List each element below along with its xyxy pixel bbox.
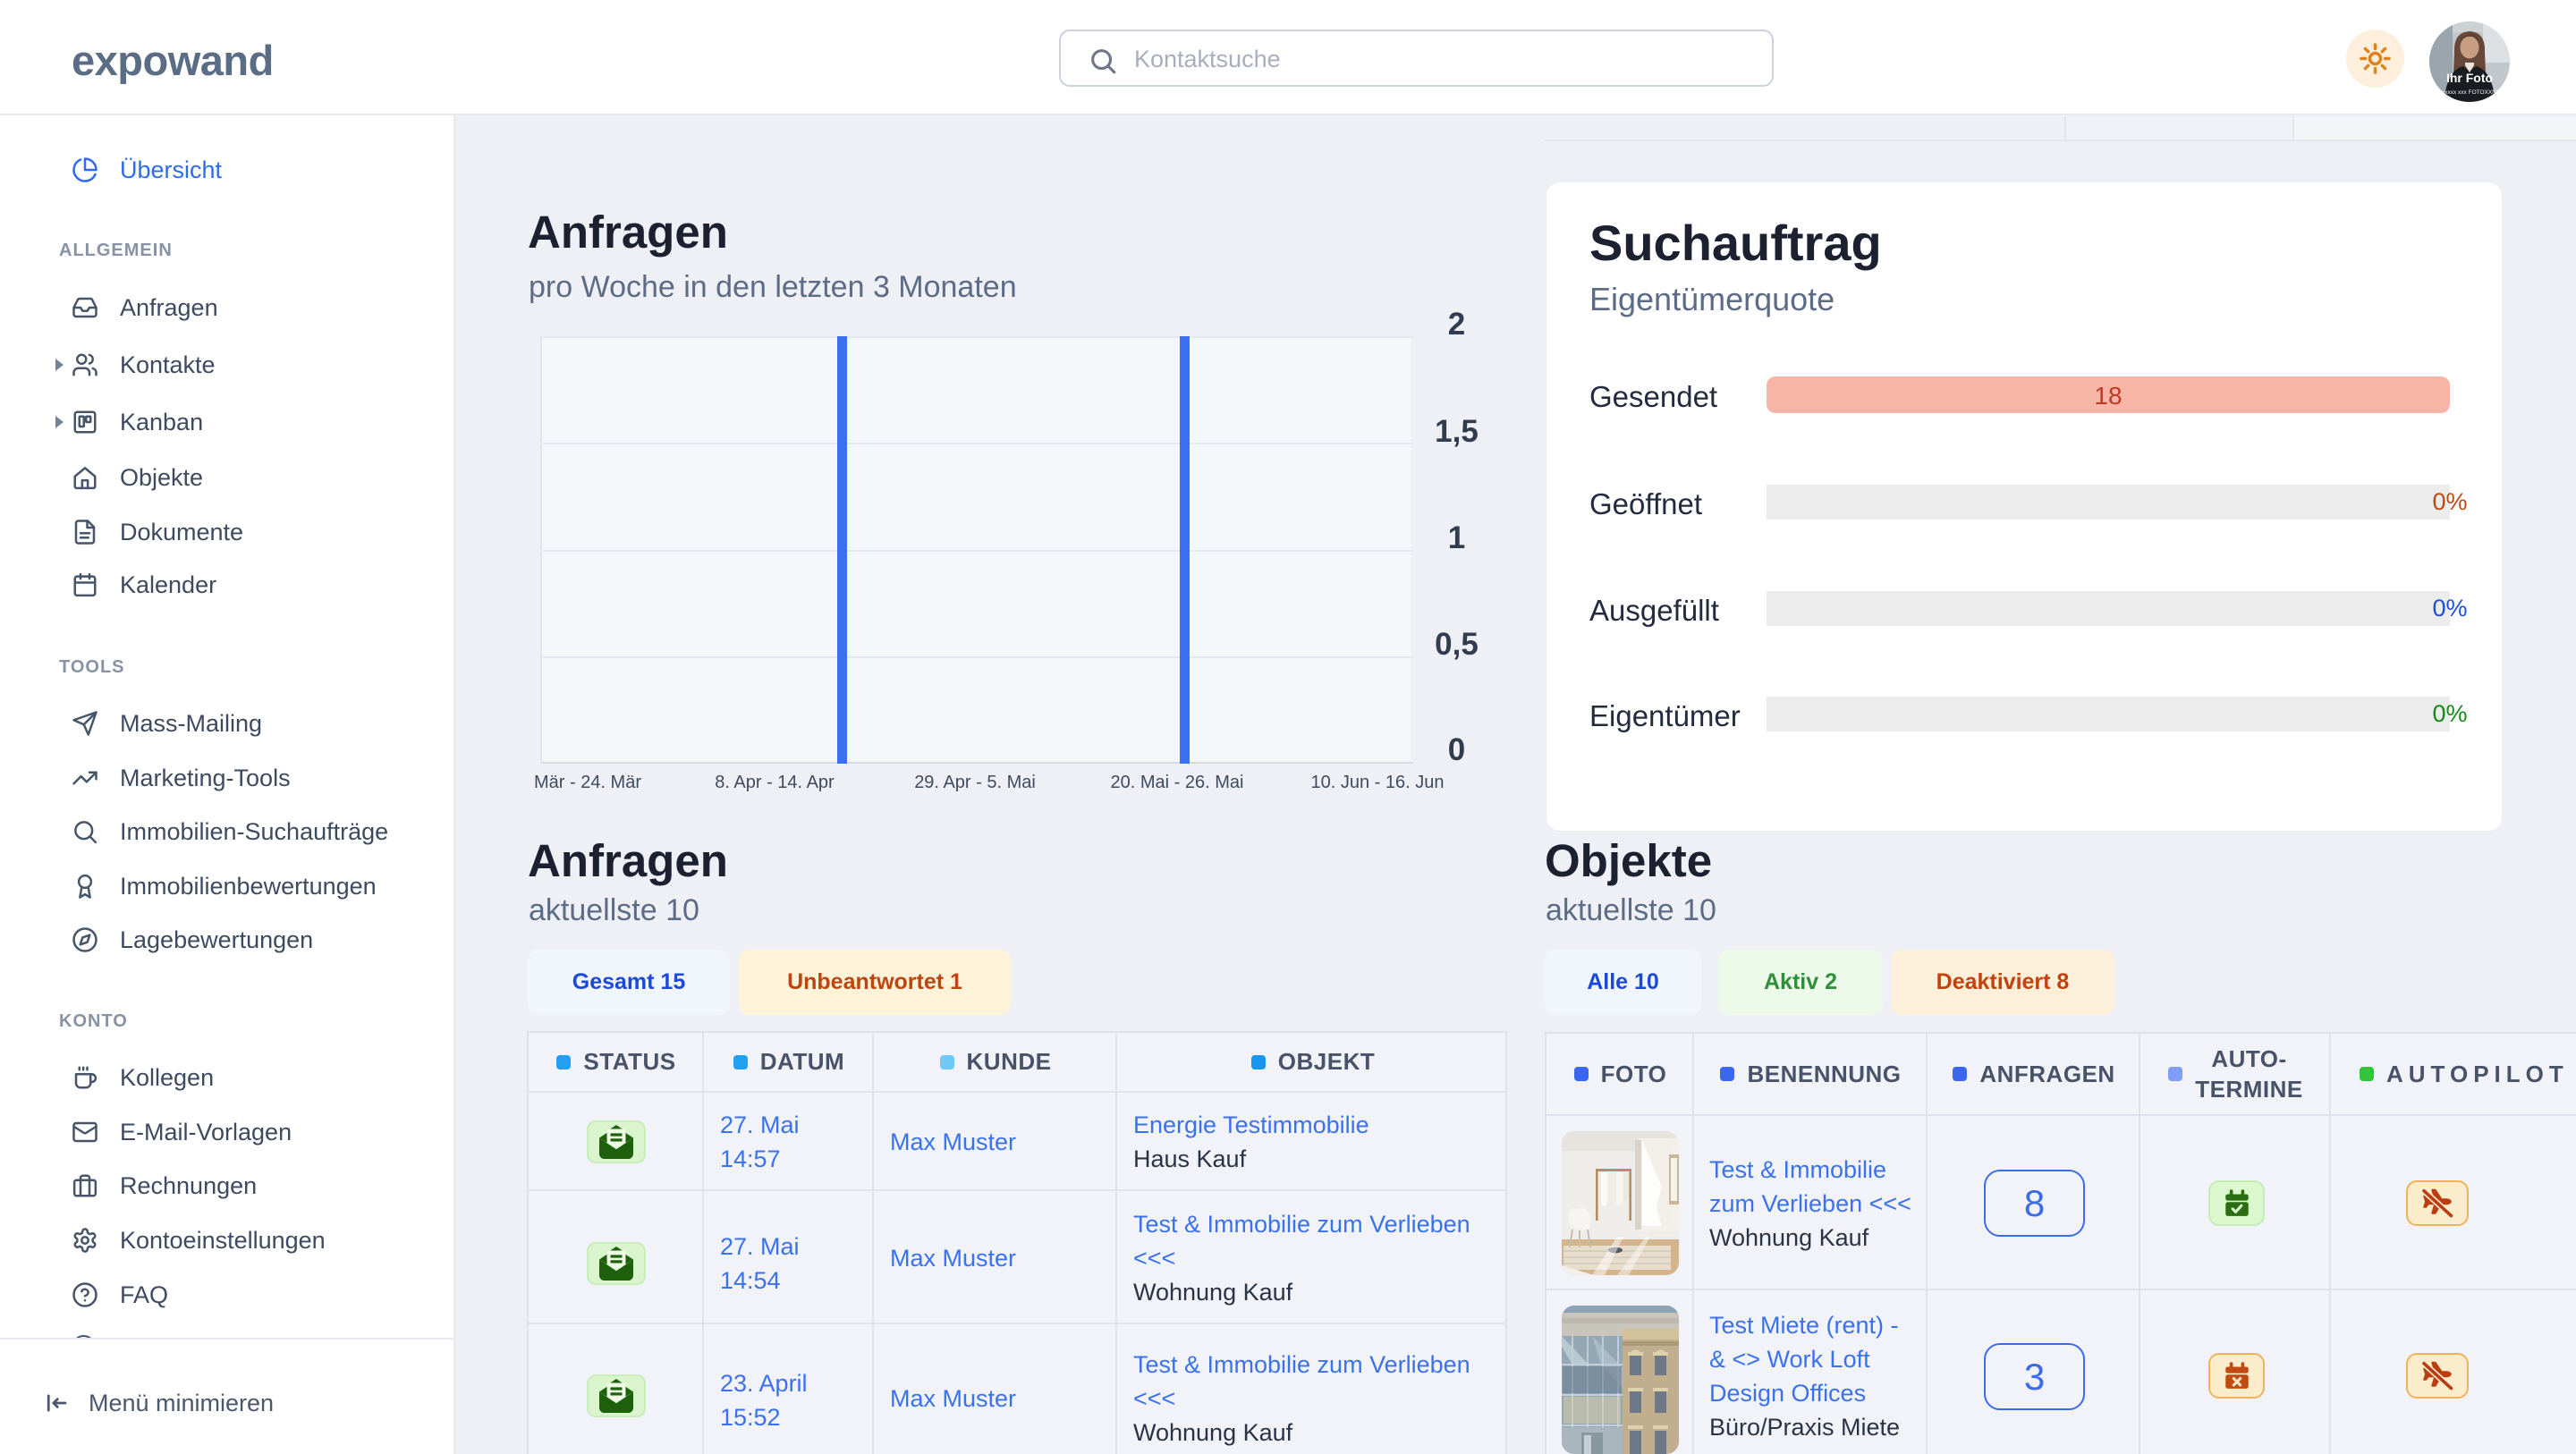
svg-text:xxxxxx xxx FOTOXXNS: xxxxxx xxx FOTOXXNS xyxy=(2439,89,2501,96)
svg-text:Ihr Foto: Ihr Foto xyxy=(2446,71,2493,85)
